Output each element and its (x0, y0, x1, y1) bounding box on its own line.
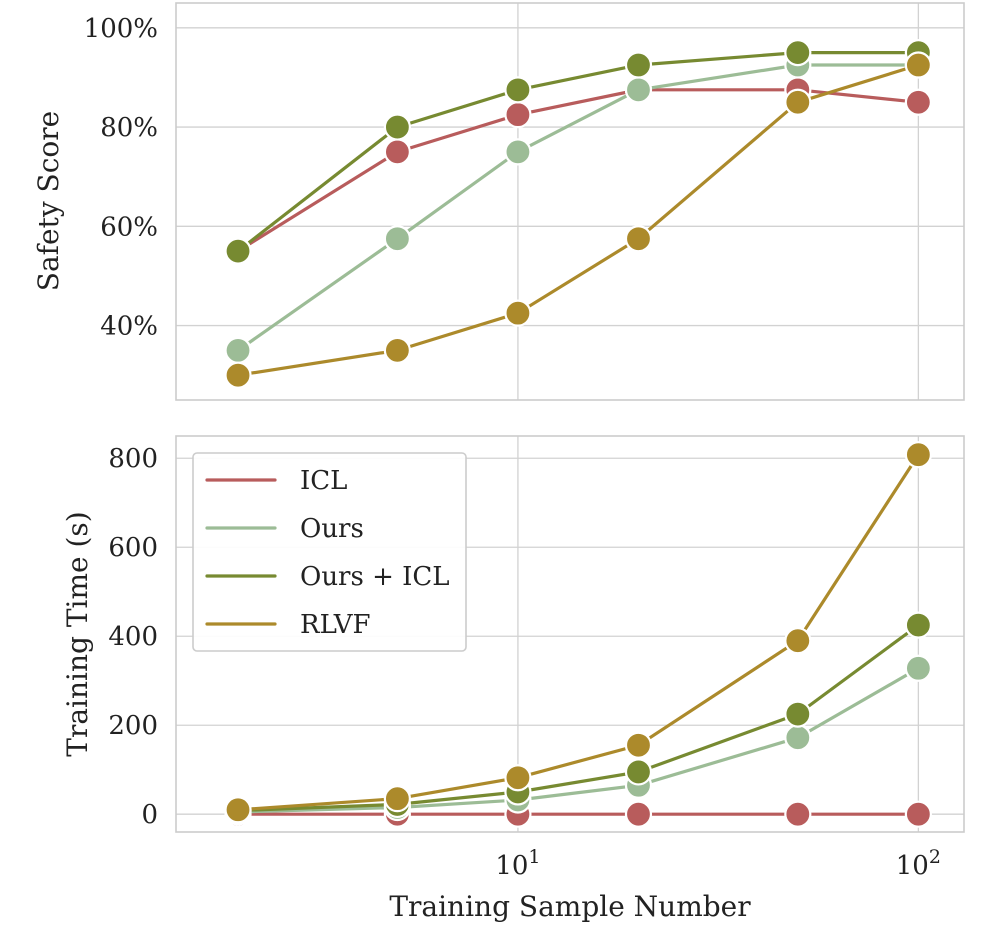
x-axis-title: Training Sample Number (389, 890, 751, 923)
safety-score-point-ours (504, 138, 532, 166)
training-time-plot-frame (175, 435, 965, 833)
training-time-y-tick-label: 600 (108, 533, 158, 563)
training-time-series-group (224, 441, 932, 828)
training-time-point-rlvf (624, 731, 653, 759)
legend: ICL Ours Ours + ICL RLVF (192, 452, 467, 652)
safety-score-panel: 40% 60% 80% 100% Safety Score (32, 2, 965, 401)
training-time-point-ours-icl (784, 700, 812, 728)
x-tick-base: 10 (896, 851, 929, 881)
x-tick-base: 10 (495, 851, 528, 881)
training-time-y-tick-label: 800 (108, 444, 158, 474)
safety-score-y-axis-title: Safety Score (32, 111, 65, 291)
safety-score-line-ours-icl (236, 50, 921, 253)
training-time-point-ours (784, 724, 812, 752)
training-time-point-ours (904, 654, 932, 682)
safety-score-point-rlvf (624, 225, 653, 253)
safety-score-point-rlvf (904, 51, 932, 79)
x-tick-label: 102 (896, 846, 941, 881)
safety-score-point-ours-icl (224, 237, 252, 265)
safety-score-grid (176, 3, 964, 400)
safety-score-y-tick-label: 100% (84, 14, 158, 44)
safety-score-point-ours-icl (784, 39, 812, 67)
safety-score-line-rlvf (236, 63, 921, 377)
safety-score-point-icl (383, 138, 411, 166)
training-time-point-rlvf (224, 796, 252, 824)
safety-score-point-ours (624, 76, 653, 104)
training-time-y-axis-title: Training Time (s) (61, 511, 94, 756)
x-tick-exponent: 1 (528, 846, 540, 868)
training-time-point-icl (784, 800, 812, 828)
training-time-point-icl (624, 800, 653, 828)
legend-entries: ICL Ours Ours + ICL RLVF (205, 466, 450, 640)
training-time-x-ticks: 101 102 (495, 846, 941, 881)
safety-score-y-tick-label: 80% (100, 113, 158, 143)
safety-score-series-group (224, 39, 932, 389)
training-time-point-rlvf (784, 627, 812, 655)
safety-score-point-rlvf (224, 361, 252, 389)
training-time-point-rlvf (904, 441, 932, 469)
training-time-point-rlvf (383, 785, 411, 813)
legend-label-icl: ICL (300, 466, 347, 496)
training-time-line-ours-icl (236, 623, 921, 813)
safety-score-line-icl (236, 88, 921, 253)
x-tick-exponent: 2 (929, 846, 941, 868)
training-time-point-icl (904, 800, 932, 828)
training-time-y-tick-label: 200 (108, 711, 158, 741)
safety-score-point-ours-icl (624, 51, 653, 79)
safety-score-y-tick-label: 40% (100, 312, 158, 342)
safety-score-plot-frame (175, 2, 965, 401)
safety-score-point-rlvf (784, 88, 812, 116)
legend-box (192, 452, 467, 652)
safety-score-point-ours-icl (504, 76, 532, 104)
legend-label-rlvf: RLVF (300, 610, 371, 640)
training-time-y-tick-label: 400 (108, 622, 158, 652)
training-time-y-ticks: 0 200 400 600 800 (108, 444, 158, 830)
safety-score-y-tick-label: 60% (100, 212, 158, 242)
safety-score-point-icl (504, 101, 532, 129)
safety-score-point-rlvf (383, 336, 411, 364)
safety-score-point-ours (383, 225, 411, 253)
legend-label-ours-icl: Ours + ICL (300, 562, 450, 592)
x-tick-label: 101 (495, 846, 540, 881)
training-time-point-ours-icl (624, 758, 653, 786)
safety-score-point-rlvf (504, 299, 532, 327)
safety-score-y-ticks: 40% 60% 80% 100% (84, 14, 158, 342)
training-time-line-rlvf (236, 453, 921, 812)
safety-score-line-ours (236, 63, 921, 352)
legend-label-ours: Ours (300, 514, 364, 544)
training-time-point-ours-icl (904, 611, 932, 639)
training-time-line-ours (236, 666, 921, 814)
safety-score-point-icl (904, 88, 932, 116)
training-time-point-rlvf (504, 764, 532, 792)
safety-score-point-ours-icl (383, 113, 411, 141)
training-time-y-tick-label: 0 (141, 800, 158, 830)
safety-score-point-ours (224, 336, 252, 364)
